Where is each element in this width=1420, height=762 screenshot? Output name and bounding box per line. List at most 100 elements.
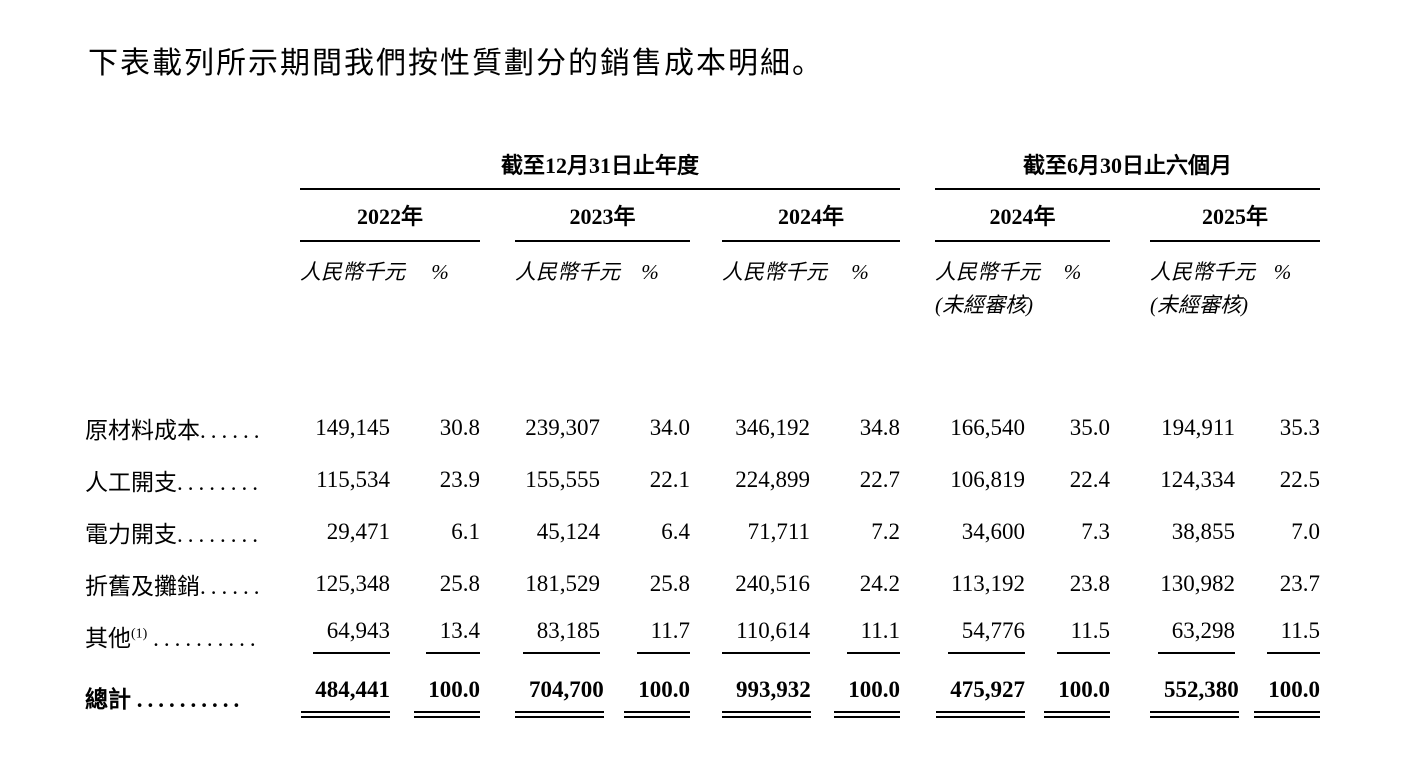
total-value-cell: 552,380 — [1150, 662, 1245, 732]
percent-cell: 22.1 — [649, 467, 690, 492]
value-cell: 346,192 — [735, 415, 810, 440]
percent-cell: 6.4 — [661, 519, 690, 544]
footnote-marker: (1) — [131, 626, 148, 642]
total-percent-cell: 100.0 — [820, 662, 901, 732]
value-cell: 83,185 — [515, 610, 610, 662]
dot-leader: ........ — [177, 470, 263, 495]
table-row-depreciation: 折舊及攤銷...... 125,348 25.8 181,529 25.8 24… — [85, 558, 1320, 610]
value-cell: 38,855 — [1171, 519, 1236, 544]
percent-cell: 35.0 — [1069, 415, 1111, 440]
unaudited-label: (未經審核) — [935, 293, 1034, 317]
row-label: 折舊及攤銷...... — [85, 574, 265, 599]
year-header-2022: 2022年 — [300, 189, 480, 242]
value-cell: 110,614 — [722, 610, 820, 662]
value-cell: 239,307 — [525, 415, 600, 440]
percent-cell: 11.5 — [1245, 610, 1321, 662]
value-cell: 125,348 — [315, 571, 390, 596]
value-cell: 130,982 — [1160, 571, 1236, 596]
unit-header-row: 人民幣千元 % 人民幣千元 % 人民幣千元 % 人民幣千元 (未經審核) % 人… — [85, 241, 1320, 338]
total-value-cell: 484,441 — [300, 662, 400, 732]
table-row-labor: 人工開支........ 115,534 23.9 155,555 22.1 2… — [85, 454, 1320, 506]
percent-cell: 11.7 — [610, 610, 690, 662]
percent-cell: 24.2 — [859, 571, 901, 596]
total-percent-cell: 100.0 — [1245, 662, 1321, 732]
percent-cell: 23.7 — [1279, 571, 1321, 596]
group-header-interim: 截至6月30日止六個月 — [935, 140, 1321, 190]
unit-header-percent: % — [641, 260, 659, 284]
value-cell: 240,516 — [735, 571, 810, 596]
year-header-2023: 2023年 — [515, 189, 690, 242]
value-cell: 181,529 — [525, 571, 600, 596]
dot-leader: .......... — [136, 687, 245, 712]
percent-cell: 6.1 — [451, 519, 480, 544]
value-cell: 71,711 — [747, 519, 810, 544]
corner-cell — [85, 140, 300, 189]
percent-cell: 34.0 — [649, 415, 690, 440]
unit-header-currency: 人民幣千元 — [515, 260, 620, 284]
cost-of-sales-table: 截至12月31日止年度 截至6月30日止六個月 2022年 2023年 2024… — [85, 140, 1321, 732]
unit-currency-label: 人民幣千元 — [935, 260, 1041, 284]
value-cell: 194,911 — [1161, 415, 1236, 440]
group-gap — [900, 140, 935, 189]
row-label: 其他(1) .......... — [85, 626, 261, 651]
value-cell: 29,471 — [326, 519, 390, 544]
value-cell: 155,555 — [525, 467, 600, 492]
unit-header-currency: 人民幣千元 — [722, 260, 827, 284]
unit-currency-label: 人民幣千元 — [1150, 260, 1256, 284]
table-row-others: 其他(1) .......... 64,943 13.4 83,185 11.7… — [85, 610, 1321, 662]
unit-header-currency-unaudited: 人民幣千元 (未經審核) — [1150, 241, 1256, 338]
table-row-total: 總計 .......... 484,441 100.0 704,700 100.… — [85, 662, 1321, 732]
row-label: 電力開支........ — [85, 522, 263, 547]
value-cell: 45,124 — [536, 519, 600, 544]
value-cell: 124,334 — [1160, 467, 1236, 492]
spacer-row — [85, 338, 1320, 402]
total-percent-cell: 100.0 — [1035, 662, 1111, 732]
percent-cell: 7.3 — [1081, 519, 1111, 544]
total-percent-cell: 100.0 — [610, 662, 690, 732]
year-header-2024-interim: 2024年 — [935, 189, 1111, 242]
total-value-cell: 704,700 — [515, 662, 610, 732]
dot-leader: .......... — [153, 626, 261, 651]
unit-header-percent: % — [1273, 260, 1292, 284]
percent-cell: 22.5 — [1279, 467, 1321, 492]
percent-cell: 25.8 — [439, 571, 480, 596]
percent-cell: 22.4 — [1069, 467, 1111, 492]
value-cell: 63,298 — [1150, 610, 1245, 662]
percent-cell: 23.8 — [1069, 571, 1111, 596]
percent-cell: 11.5 — [1035, 610, 1111, 662]
group-header-annual: 截至12月31日止年度 — [300, 140, 901, 190]
unit-header-percent: % — [431, 260, 449, 284]
value-cell: 149,145 — [315, 415, 390, 440]
value-cell: 34,600 — [961, 519, 1026, 544]
group-header-row: 截至12月31日止年度 截至6月30日止六個月 — [85, 140, 1321, 190]
unit-header-currency: 人民幣千元 — [300, 260, 405, 284]
value-cell: 224,899 — [735, 467, 810, 492]
section-title: 下表載列所示期間我們按性質劃分的銷售成本明細。 — [88, 47, 824, 80]
year-header-2024: 2024年 — [722, 189, 901, 242]
year-header-row: 2022年 2023年 2024年 2024年 2025年 — [85, 189, 1321, 242]
value-cell: 115,534 — [316, 467, 390, 492]
value-cell: 166,540 — [950, 415, 1026, 440]
percent-cell: 34.8 — [859, 415, 901, 440]
table-row-electricity: 電力開支........ 29,471 6.1 45,124 6.4 71,71… — [85, 506, 1320, 558]
dot-leader: ...... — [200, 418, 265, 443]
percent-cell: 30.8 — [439, 415, 480, 440]
percent-cell: 22.7 — [859, 467, 901, 492]
percent-cell: 11.1 — [820, 610, 901, 662]
dot-leader: ...... — [200, 574, 265, 599]
row-label: 人工開支........ — [85, 470, 263, 495]
year-header-2025-interim: 2025年 — [1150, 189, 1321, 242]
percent-cell: 23.9 — [439, 467, 480, 492]
unaudited-label: (未經審核) — [1150, 293, 1249, 317]
percent-cell: 13.4 — [400, 610, 480, 662]
row-label: 原材料成本...... — [85, 418, 265, 443]
total-value-cell: 475,927 — [935, 662, 1035, 732]
total-percent-cell: 100.0 — [400, 662, 480, 732]
dot-leader: ........ — [177, 522, 263, 547]
percent-cell: 7.2 — [871, 519, 901, 544]
percent-cell: 25.8 — [649, 571, 690, 596]
value-cell: 54,776 — [935, 610, 1035, 662]
unit-header-percent: % — [1063, 260, 1082, 284]
unit-header-percent: % — [851, 260, 869, 284]
